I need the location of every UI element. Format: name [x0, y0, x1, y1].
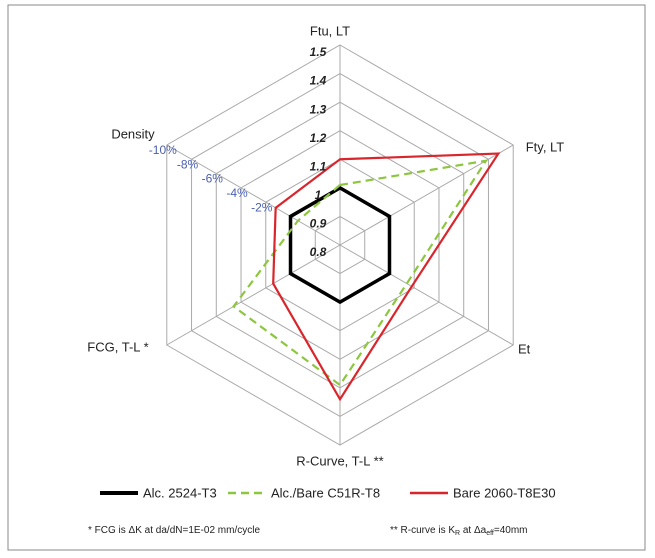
- axis-label: Ftu, LT: [310, 23, 350, 38]
- footnote-text: =40mm: [494, 525, 528, 536]
- legend-label: Alc./Bare C51R-T8: [271, 485, 380, 500]
- r-tick-label: 1.5: [310, 45, 327, 59]
- density-tick-label: -4%: [226, 186, 248, 200]
- series-line: [272, 152, 501, 402]
- series-line: [232, 159, 489, 387]
- density-tick-label: -2%: [251, 200, 273, 214]
- footnote-subscript: eff: [486, 530, 494, 537]
- spoke: [339, 244, 514, 346]
- footnote-text: * FCG is ΔK at da/dN=1E-02 mm/cycle: [88, 525, 260, 536]
- axis-label: FCG, T-L *: [87, 339, 148, 354]
- r-tick-label: 1.4: [310, 74, 327, 88]
- frame: [7, 4, 646, 551]
- footnote: * FCG is ΔK at da/dN=1E-02 mm/cycle: [88, 525, 260, 536]
- legend-label: Alc. 2524-T3: [143, 485, 217, 500]
- density-tick-label: -6%: [202, 172, 224, 186]
- footnote-subscript: R: [455, 530, 460, 537]
- series-line: [288, 185, 392, 305]
- spoke: [166, 144, 341, 246]
- legend-label: Bare 2060-T8E30: [453, 485, 556, 500]
- footnote-text: at Δa: [460, 525, 487, 536]
- r-tick-label: 0.8: [310, 245, 327, 259]
- r-tick-label: 0.9: [310, 217, 327, 231]
- spoke: [166, 244, 341, 346]
- density-tick-label: -8%: [177, 157, 199, 171]
- density-tick-label: -10%: [149, 143, 177, 157]
- axis-label: Fty, LT: [526, 139, 565, 154]
- axis-label: Density: [111, 126, 155, 141]
- axis-label: R-Curve, T-L **: [296, 453, 383, 468]
- r-tick-label: 1.3: [310, 102, 327, 116]
- footnote: ** R-curve is KR at Δaeff=40mm: [390, 525, 528, 537]
- axis-label: Et: [518, 341, 531, 356]
- r-tick-label: 1.2: [310, 131, 327, 145]
- r-tick-label: 1: [315, 188, 322, 202]
- footnote-text: ** R-curve is K: [390, 525, 455, 536]
- r-tick-label: 1.1: [310, 159, 327, 173]
